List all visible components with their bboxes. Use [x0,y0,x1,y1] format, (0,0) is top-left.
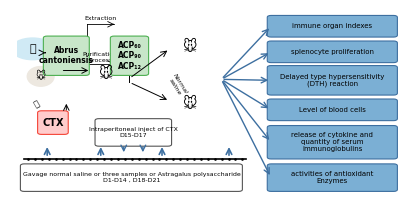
Text: Abrus
cantoniensis: Abrus cantoniensis [39,46,94,66]
FancyBboxPatch shape [267,99,397,121]
Text: 🐭: 🐭 [36,71,46,81]
FancyBboxPatch shape [267,164,397,191]
FancyBboxPatch shape [267,126,397,159]
Text: Intraperitoneal inject of CTX
D15-D17: Intraperitoneal inject of CTX D15-D17 [89,127,178,138]
Text: 💉: 💉 [32,99,41,109]
Text: Extraction: Extraction [84,16,116,21]
Text: Normal
saline: Normal saline [167,73,188,98]
FancyBboxPatch shape [95,119,172,146]
FancyBboxPatch shape [20,164,242,191]
FancyBboxPatch shape [110,36,149,75]
FancyBboxPatch shape [267,41,397,63]
FancyBboxPatch shape [38,111,68,134]
Ellipse shape [27,67,54,86]
Text: splenocyte proliferation: splenocyte proliferation [291,49,374,55]
Text: activities of antioxidant
Enzymes: activities of antioxidant Enzymes [291,171,374,184]
FancyBboxPatch shape [267,66,397,95]
Text: 🐭: 🐭 [184,97,198,111]
FancyBboxPatch shape [43,36,89,75]
Text: 🌿: 🌿 [29,44,36,54]
Text: Delayed type hypersensitivity
(DTH) reaction: Delayed type hypersensitivity (DTH) reac… [280,74,384,87]
Text: 🐭: 🐭 [99,67,114,82]
Text: Purification
process: Purification process [82,52,118,63]
Text: Gavage normal saline or three samples or Astragalus polysaccharide
D1-D14 , D18-: Gavage normal saline or three samples or… [22,172,240,183]
Text: 🐭: 🐭 [184,40,198,54]
Text: ACP₆₀
ACP₉₀
ACP₁₂: ACP₆₀ ACP₉₀ ACP₁₂ [118,41,142,71]
FancyBboxPatch shape [267,15,397,37]
Text: immune organ indexes: immune organ indexes [292,23,372,29]
Text: CTX: CTX [42,118,64,128]
Circle shape [12,38,54,60]
Text: release of cytokine and
quantity of serum
immunoglobulins: release of cytokine and quantity of seru… [291,132,373,152]
Text: Level of blood cells: Level of blood cells [299,107,366,113]
